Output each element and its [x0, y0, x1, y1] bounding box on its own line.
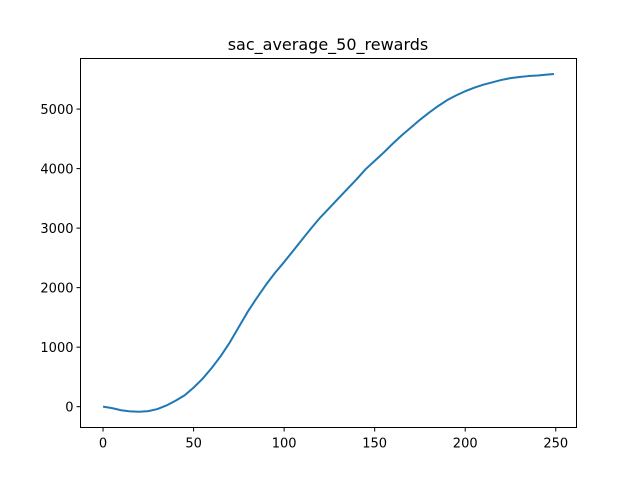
y-tick-label: 0: [65, 401, 73, 416]
series-line: [102, 72, 555, 413]
x-tick-label: 100: [272, 437, 297, 452]
y-tick-label: 1000: [40, 341, 73, 356]
y-tick-label: 4000: [40, 163, 73, 178]
axis-ticks: 0 50 100 150 200 250 0 1000 2000 3000 4000 5000: [40, 103, 568, 451]
y-tick-label: 5000: [40, 103, 73, 118]
x-tick-label: 50: [185, 437, 202, 452]
x-tick-label: 250: [543, 437, 568, 452]
chart-title: sac_average_50_rewards: [228, 35, 429, 55]
y-tick-label: 2000: [40, 282, 73, 297]
x-tick-label: 0: [99, 437, 107, 452]
x-tick-label: 150: [362, 437, 387, 452]
plot-frame: [80, 58, 577, 428]
y-tick-label: 3000: [40, 222, 73, 237]
x-tick-label: 200: [453, 437, 478, 452]
